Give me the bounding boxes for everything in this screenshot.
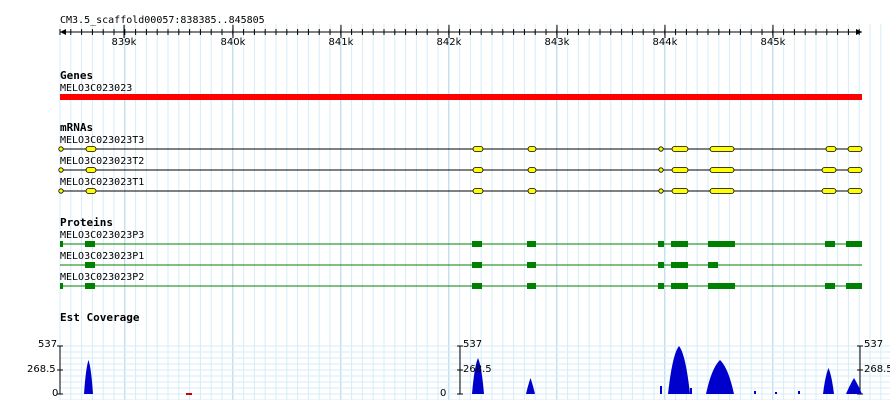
protein-name[interactable]: MELO3C023023P3 <box>60 230 145 241</box>
coverage-blip <box>660 386 662 394</box>
protein-name[interactable]: MELO3C023023P1 <box>60 251 145 262</box>
coverage-y-label-max: 537 <box>463 339 483 350</box>
mrna-exon[interactable] <box>709 188 735 194</box>
protein-name[interactable]: MELO3C023023P2 <box>60 272 145 283</box>
coverage-blip <box>775 392 777 394</box>
coverage-marker <box>186 393 192 395</box>
coverage-blip <box>754 391 756 394</box>
coverage-peak <box>668 346 690 394</box>
mrna-exon[interactable] <box>847 146 863 152</box>
protein-block[interactable] <box>85 283 95 289</box>
coverage-peak <box>472 358 484 394</box>
coverage-peak <box>526 378 535 394</box>
coverage-y-label-mid: 268.5 <box>463 364 492 375</box>
protein-block[interactable] <box>658 283 664 289</box>
scaffold-range-title: CM3.5_scaffold00057:838385..845805 <box>60 15 265 26</box>
mrna-exon[interactable] <box>847 188 863 194</box>
coverage-y-label-max: 537 <box>38 339 58 350</box>
coverage-y-label-max: 537 <box>864 339 884 350</box>
coverage-y-label-zero: 0 <box>52 388 59 399</box>
coverage-section-title: Est Coverage <box>60 311 140 324</box>
protein-block[interactable] <box>658 262 664 268</box>
mrna-exon[interactable] <box>847 167 863 173</box>
coverage-plot <box>57 345 863 395</box>
mrna-small-exon <box>658 167 664 173</box>
mrna-exon[interactable] <box>527 188 537 194</box>
mrna-exon[interactable] <box>709 167 735 173</box>
protein-block[interactable] <box>671 262 688 268</box>
protein-block[interactable] <box>846 241 862 247</box>
protein-block[interactable] <box>671 283 688 289</box>
protein-block[interactable] <box>472 283 482 289</box>
ruler-left-arrow <box>60 29 66 35</box>
coverage-y-label-zero: 0 <box>440 388 447 399</box>
mrna-tracks <box>58 146 863 194</box>
mrna-name[interactable]: MELO3C023023T2 <box>60 156 145 167</box>
mrna-exon[interactable] <box>527 167 537 173</box>
mrna-small-exon <box>658 188 664 194</box>
protein-block[interactable] <box>472 241 482 247</box>
mrna-exon[interactable] <box>472 188 484 194</box>
mrna-start-cap <box>58 167 64 173</box>
protein-block[interactable] <box>708 283 735 289</box>
mrna-exon[interactable] <box>709 146 735 152</box>
mrna-start-cap <box>58 188 64 194</box>
mrna-exon[interactable] <box>821 167 837 173</box>
ruler <box>59 25 862 38</box>
protein-block[interactable] <box>527 241 536 247</box>
mrna-exon[interactable] <box>472 167 484 173</box>
mrna-exon[interactable] <box>671 167 689 173</box>
genes-section-title: Genes <box>60 69 94 82</box>
proteins-section-title: Proteins <box>60 216 113 229</box>
ruler-tick-label: 843k <box>544 37 570 48</box>
mrna-name[interactable]: MELO3C023023T3 <box>60 135 145 146</box>
protein-block[interactable] <box>60 241 63 247</box>
protein-block[interactable] <box>85 241 95 247</box>
protein-block[interactable] <box>527 283 536 289</box>
coverage-blip <box>690 388 692 394</box>
mrna-start-cap <box>58 146 64 152</box>
mrnas-section-title: mRNAs <box>60 121 94 134</box>
protein-block[interactable] <box>825 283 835 289</box>
mrna-exon[interactable] <box>825 146 837 152</box>
ruler-tick-label: 839k <box>111 37 137 48</box>
coverage-y-label-mid: 268.5 <box>864 364 890 375</box>
protein-block[interactable] <box>60 283 63 289</box>
mrna-exon[interactable] <box>671 188 689 194</box>
gene-name[interactable]: MELO3C023023 <box>60 83 133 94</box>
gene-bar[interactable] <box>60 94 862 100</box>
ruler-tick-label: 845k <box>760 37 786 48</box>
protein-block[interactable] <box>825 241 835 247</box>
mrna-exon[interactable] <box>85 146 97 152</box>
mrna-exon[interactable] <box>671 146 689 152</box>
mrna-exon[interactable] <box>821 188 837 194</box>
protein-block[interactable] <box>658 241 664 247</box>
mrna-exon[interactable] <box>85 188 97 194</box>
mrna-exon[interactable] <box>472 146 484 152</box>
coverage-peak <box>846 378 862 394</box>
mrna-exon[interactable] <box>85 167 97 173</box>
coverage-peak <box>706 360 734 394</box>
ruler-tick-label: 842k <box>436 37 462 48</box>
mrna-small-exon <box>658 146 664 152</box>
protein-block[interactable] <box>671 241 688 247</box>
protein-block[interactable] <box>527 262 536 268</box>
protein-block[interactable] <box>708 262 718 268</box>
protein-block[interactable] <box>846 283 862 289</box>
ruler-tick-label: 844k <box>652 37 678 48</box>
protein-block[interactable] <box>85 262 95 268</box>
protein-block[interactable] <box>708 241 735 247</box>
coverage-peak <box>84 360 93 394</box>
protein-tracks <box>60 241 862 289</box>
ruler-tick-label: 841k <box>328 37 354 48</box>
ruler-tick-label: 840k <box>220 37 246 48</box>
protein-block[interactable] <box>472 262 482 268</box>
coverage-y-label-mid: 268.5 <box>27 364 56 375</box>
mrna-exon[interactable] <box>527 146 537 152</box>
mrna-name[interactable]: MELO3C023023T1 <box>60 177 145 188</box>
coverage-peak <box>823 368 834 394</box>
coverage-blip <box>798 391 800 394</box>
